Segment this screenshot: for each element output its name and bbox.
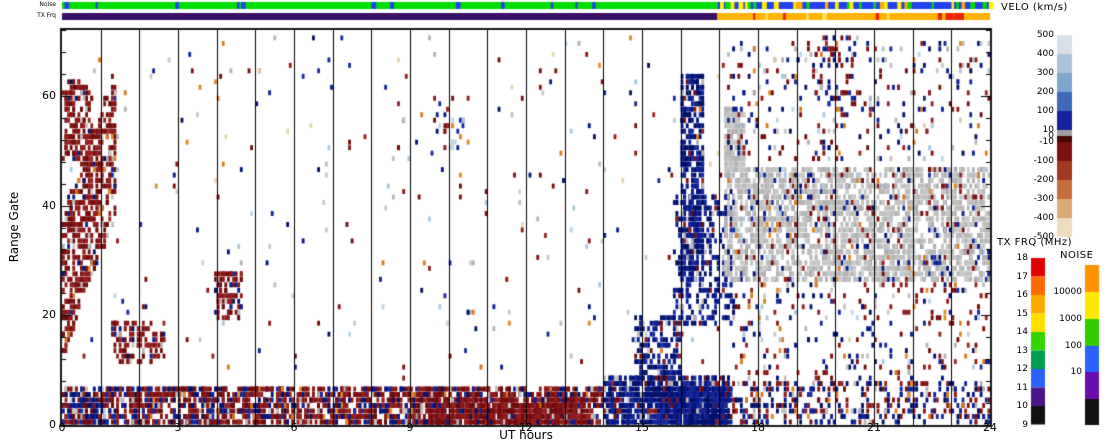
txfrq-tick-label: 11	[1016, 382, 1028, 393]
y-tick-label: 0	[49, 418, 56, 431]
y-tick-label: 20	[42, 308, 56, 322]
velo-tick-label: 100	[1036, 106, 1054, 116]
velo-tick-label: 200	[1036, 87, 1054, 97]
x-tick-label: 21	[867, 421, 881, 434]
txfrq-tick-label: 12	[1016, 364, 1028, 374]
txfrq-tick-label: 13	[1016, 345, 1028, 356]
x-tick-label: 12	[519, 421, 533, 434]
velo-tick-label: -10	[1039, 137, 1054, 147]
x-tick-label: 18	[751, 421, 765, 434]
velo-colorbar-title: VELO (km/s)	[1001, 2, 1068, 13]
noise-tick-label: 10000	[1053, 287, 1082, 297]
noise-tick-label: 1000	[1059, 314, 1082, 324]
x-axis-title: UT hours	[499, 428, 553, 441]
x-tick-label: 24	[983, 421, 997, 434]
velo-tick-label: -300	[1033, 194, 1054, 204]
y-tick-label: 60	[42, 88, 56, 102]
txfrq-strip-label: TX Frq	[37, 12, 56, 19]
x-tick-label: 6	[290, 421, 298, 434]
velo-tick-label: 500	[1036, 30, 1054, 40]
x-tick-label: 15	[635, 421, 649, 434]
txfrq-tick-label: 9	[1022, 419, 1028, 430]
y-axis-title: Range Gate	[7, 191, 21, 263]
velo-tick-label: 300	[1036, 68, 1054, 78]
txfrq-colorbar-title: TX FRQ (MHz)	[997, 237, 1073, 248]
x-tick-label: 0	[58, 421, 66, 434]
txfrq-tick-label: 10	[1016, 401, 1028, 411]
noise-colorbar-title: NOISE	[1060, 250, 1094, 261]
noise-strip-label: Noise	[39, 1, 56, 8]
txfrq-tick-label: 17	[1016, 271, 1028, 282]
velo-tick-label: -100	[1033, 156, 1054, 166]
txfrq-tick-label: 16	[1016, 290, 1028, 300]
velo-tick-label: -400	[1033, 213, 1054, 223]
y-tick-label: 40	[42, 198, 56, 212]
x-tick-label: 3	[174, 421, 182, 434]
txfrq-tick-label: 14	[1016, 327, 1028, 337]
noise-tick-label: 100	[1064, 341, 1082, 351]
velo-tick-label: -500	[1033, 232, 1054, 242]
velo-tick-label: -200	[1033, 175, 1054, 185]
txfrq-tick-label: 15	[1016, 308, 1028, 319]
txfrq-tick-label: 18	[1016, 253, 1028, 263]
velo-tick-label: 10	[1042, 125, 1054, 135]
x-tick-label: 9	[406, 421, 414, 434]
velo-tick-label: 400	[1036, 49, 1054, 59]
velo-tick-label: 0	[1048, 131, 1054, 141]
noise-tick-label: 10	[1070, 367, 1082, 377]
